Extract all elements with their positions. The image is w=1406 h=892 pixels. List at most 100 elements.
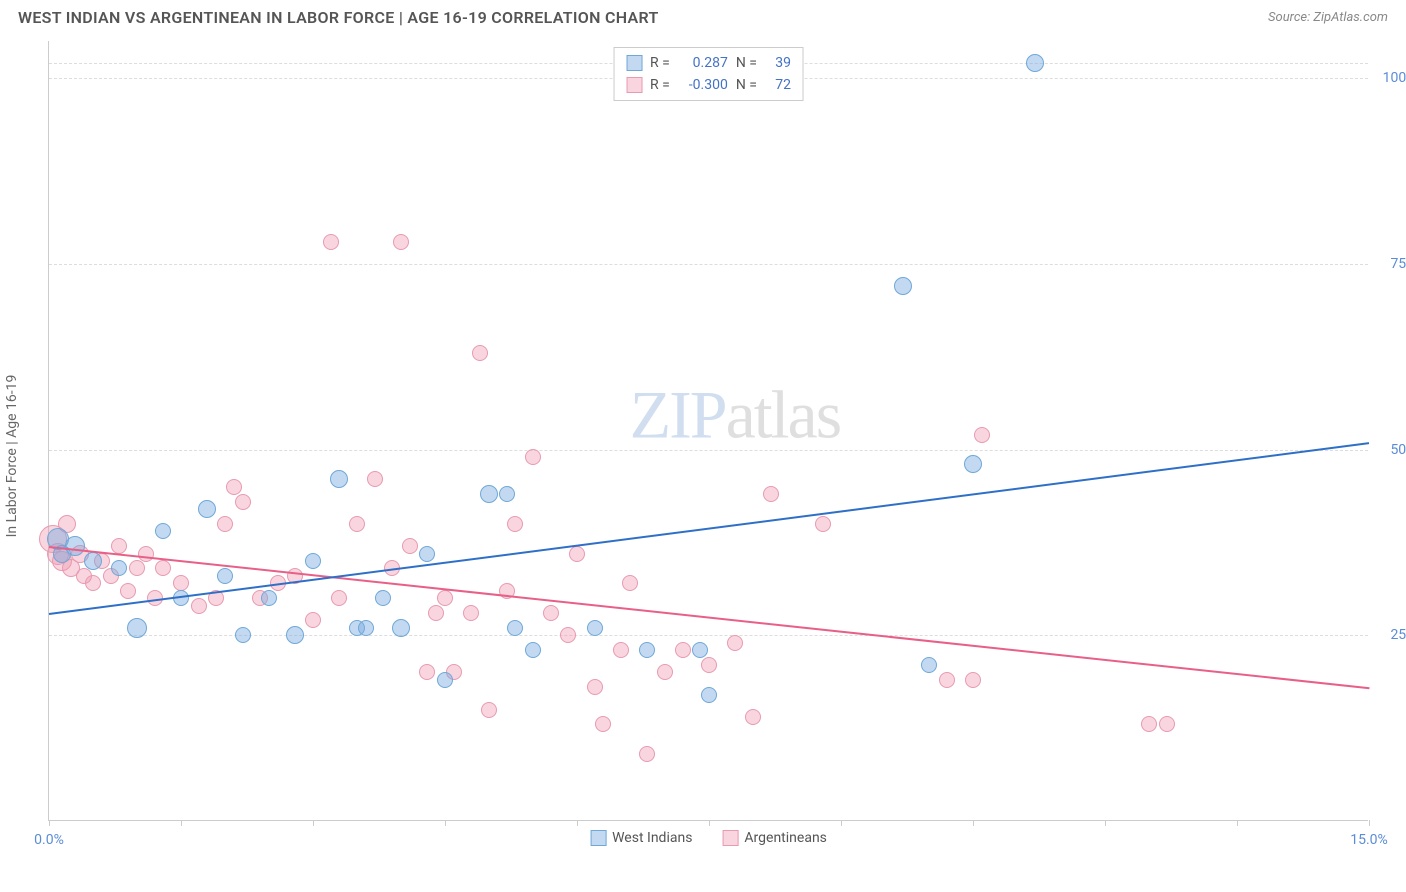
scatter-point-argentineans	[173, 575, 189, 591]
x-tick-mark	[1237, 820, 1238, 826]
scatter-point-west-indians	[921, 657, 937, 673]
r-value: 0.287	[678, 52, 728, 74]
scatter-point-argentineans	[111, 538, 127, 554]
scatter-point-west-indians	[375, 590, 391, 606]
legend-item-argentineans: Argentineans	[722, 830, 826, 846]
scatter-point-argentineans	[560, 627, 576, 643]
chart-title: WEST INDIAN VS ARGENTINEAN IN LABOR FORC…	[18, 8, 659, 27]
scatter-point-argentineans	[815, 516, 831, 532]
scatter-point-west-indians	[305, 553, 321, 569]
swatch-argentineans	[626, 77, 642, 93]
x-tick-mark	[1105, 820, 1106, 826]
n-value: 39	[765, 52, 791, 74]
header: WEST INDIAN VS ARGENTINEAN IN LABOR FORC…	[0, 0, 1406, 33]
swatch-west-indians	[626, 55, 642, 71]
scatter-point-argentineans	[235, 494, 251, 510]
scatter-point-west-indians	[525, 642, 541, 658]
scatter-point-argentineans	[974, 427, 990, 443]
x-tick-mark	[313, 820, 314, 826]
gridline	[49, 450, 1368, 451]
scatter-point-argentineans	[507, 516, 523, 532]
scatter-point-argentineans	[595, 716, 611, 732]
x-tick-mark	[709, 820, 710, 826]
scatter-point-west-indians	[217, 568, 233, 584]
x-tick-mark	[577, 820, 578, 826]
correlation-legend: R = 0.287 N = 39 R = -0.300 N = 72	[613, 47, 804, 101]
scatter-point-west-indians	[392, 619, 410, 637]
r-value: -0.300	[678, 74, 728, 96]
scatter-point-argentineans	[305, 612, 321, 628]
scatter-point-argentineans	[191, 598, 207, 614]
x-tick-mark	[1369, 820, 1370, 826]
r-label: R =	[650, 52, 670, 74]
y-tick-label: 75.0%	[1373, 256, 1406, 272]
scatter-point-argentineans	[138, 546, 154, 562]
scatter-point-argentineans	[481, 702, 497, 718]
swatch-argentineans	[722, 830, 738, 846]
x-tick-mark	[181, 820, 182, 826]
scatter-point-argentineans	[402, 538, 418, 554]
y-tick-label: 100.0%	[1373, 70, 1406, 86]
scatter-point-argentineans	[349, 516, 365, 532]
legend-label: Argentineans	[744, 830, 826, 846]
scatter-point-west-indians	[1026, 54, 1044, 72]
x-tick-label: 0.0%	[34, 832, 64, 848]
scatter-point-argentineans	[463, 605, 479, 621]
scatter-point-west-indians	[84, 552, 102, 570]
scatter-point-argentineans	[419, 664, 435, 680]
scatter-point-west-indians	[499, 486, 515, 502]
x-tick-mark	[841, 820, 842, 826]
scatter-point-argentineans	[323, 234, 339, 250]
scatter-point-argentineans	[1141, 716, 1157, 732]
scatter-point-argentineans	[226, 479, 242, 495]
legend-item-west-indians: West Indians	[590, 830, 692, 846]
scatter-point-argentineans	[639, 746, 655, 762]
scatter-point-argentineans	[331, 590, 347, 606]
scatter-point-argentineans	[622, 575, 638, 591]
scatter-point-argentineans	[85, 575, 101, 591]
scatter-point-west-indians	[437, 672, 453, 688]
scatter-point-argentineans	[657, 664, 673, 680]
scatter-point-argentineans	[701, 657, 717, 673]
scatter-point-argentineans	[393, 234, 409, 250]
scatter-point-argentineans	[613, 642, 629, 658]
series-legend: West Indians Argentineans	[590, 830, 827, 846]
scatter-point-west-indians	[419, 546, 435, 562]
scatter-point-argentineans	[727, 635, 743, 651]
watermark: ZIPatlas	[630, 375, 841, 454]
scatter-point-argentineans	[217, 516, 233, 532]
n-value: 72	[765, 74, 791, 96]
scatter-point-west-indians	[894, 277, 912, 295]
scatter-point-argentineans	[763, 486, 779, 502]
scatter-point-argentineans	[965, 672, 981, 688]
scatter-point-argentineans	[675, 642, 691, 658]
scatter-point-argentineans	[543, 605, 559, 621]
source-attribution: Source: ZipAtlas.com	[1268, 10, 1388, 25]
n-label: N =	[736, 52, 757, 74]
scatter-point-west-indians	[330, 470, 348, 488]
scatter-point-west-indians	[198, 500, 216, 518]
r-label: R =	[650, 74, 670, 96]
chart-container: In Labor Force | Age 16-19 ZIPatlas R = …	[18, 41, 1388, 871]
scatter-point-west-indians	[235, 627, 251, 643]
y-tick-label: 25.0%	[1373, 627, 1406, 643]
legend-row-argentineans: R = -0.300 N = 72	[626, 74, 791, 96]
scatter-point-argentineans	[939, 672, 955, 688]
scatter-point-west-indians	[639, 642, 655, 658]
scatter-point-argentineans	[129, 560, 145, 576]
scatter-point-argentineans	[587, 679, 603, 695]
x-tick-mark	[49, 820, 50, 826]
trend-line-west-indians	[49, 442, 1369, 615]
scatter-point-west-indians	[692, 642, 708, 658]
watermark-part1: ZIP	[630, 376, 726, 452]
y-tick-label: 50.0%	[1373, 442, 1406, 458]
gridline	[49, 264, 1368, 265]
scatter-point-west-indians	[587, 620, 603, 636]
scatter-point-argentineans	[745, 709, 761, 725]
x-tick-mark	[445, 820, 446, 826]
y-axis-label: In Labor Force | Age 16-19	[4, 375, 20, 538]
scatter-point-west-indians	[358, 620, 374, 636]
scatter-point-argentineans	[437, 590, 453, 606]
scatter-point-argentineans	[472, 345, 488, 361]
legend-label: West Indians	[612, 830, 692, 846]
